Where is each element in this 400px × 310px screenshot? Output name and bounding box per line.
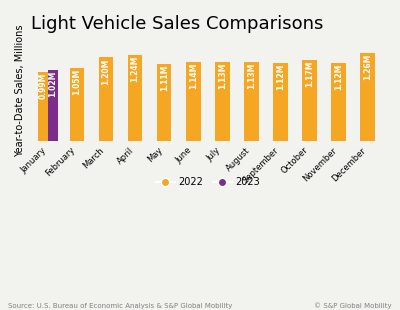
Bar — [215, 62, 230, 141]
Text: 1.20M: 1.20M — [102, 58, 110, 85]
Text: 1.02M: 1.02M — [48, 71, 58, 97]
Text: 1.14M: 1.14M — [189, 62, 198, 89]
Text: 1.11M: 1.11M — [160, 64, 169, 91]
Y-axis label: Year-to-Date Sales, Millions: Year-to-Date Sales, Millions — [15, 24, 25, 157]
Text: Source: U.S. Bureau of Economic Analysis & S&P Global Mobility: Source: U.S. Bureau of Economic Analysis… — [8, 303, 232, 309]
Text: 1.13M: 1.13M — [218, 63, 227, 89]
Bar — [273, 63, 288, 141]
Text: 1.12M: 1.12M — [334, 64, 343, 90]
Text: 1.05M: 1.05M — [72, 69, 82, 95]
Legend: 2022, 2023: 2022, 2023 — [152, 173, 264, 191]
Bar — [186, 62, 200, 141]
Bar — [302, 60, 317, 141]
Bar — [331, 63, 346, 141]
Bar — [244, 62, 259, 141]
Bar — [38, 72, 48, 141]
Bar — [360, 53, 375, 141]
Bar — [99, 57, 113, 141]
Text: 1.24M: 1.24M — [131, 55, 140, 82]
Bar — [48, 70, 58, 141]
Bar — [128, 55, 142, 141]
Text: © S&P Global Mobility: © S&P Global Mobility — [314, 303, 392, 309]
Text: 1.12M: 1.12M — [276, 64, 285, 90]
Bar — [70, 68, 84, 141]
Text: 1.26M: 1.26M — [363, 54, 372, 80]
Text: 1.17M: 1.17M — [305, 60, 314, 87]
Text: Light Vehicle Sales Comparisons: Light Vehicle Sales Comparisons — [30, 15, 323, 33]
Text: 0.99M: 0.99M — [38, 73, 48, 99]
Text: 1.13M: 1.13M — [247, 63, 256, 89]
Bar — [157, 64, 172, 141]
